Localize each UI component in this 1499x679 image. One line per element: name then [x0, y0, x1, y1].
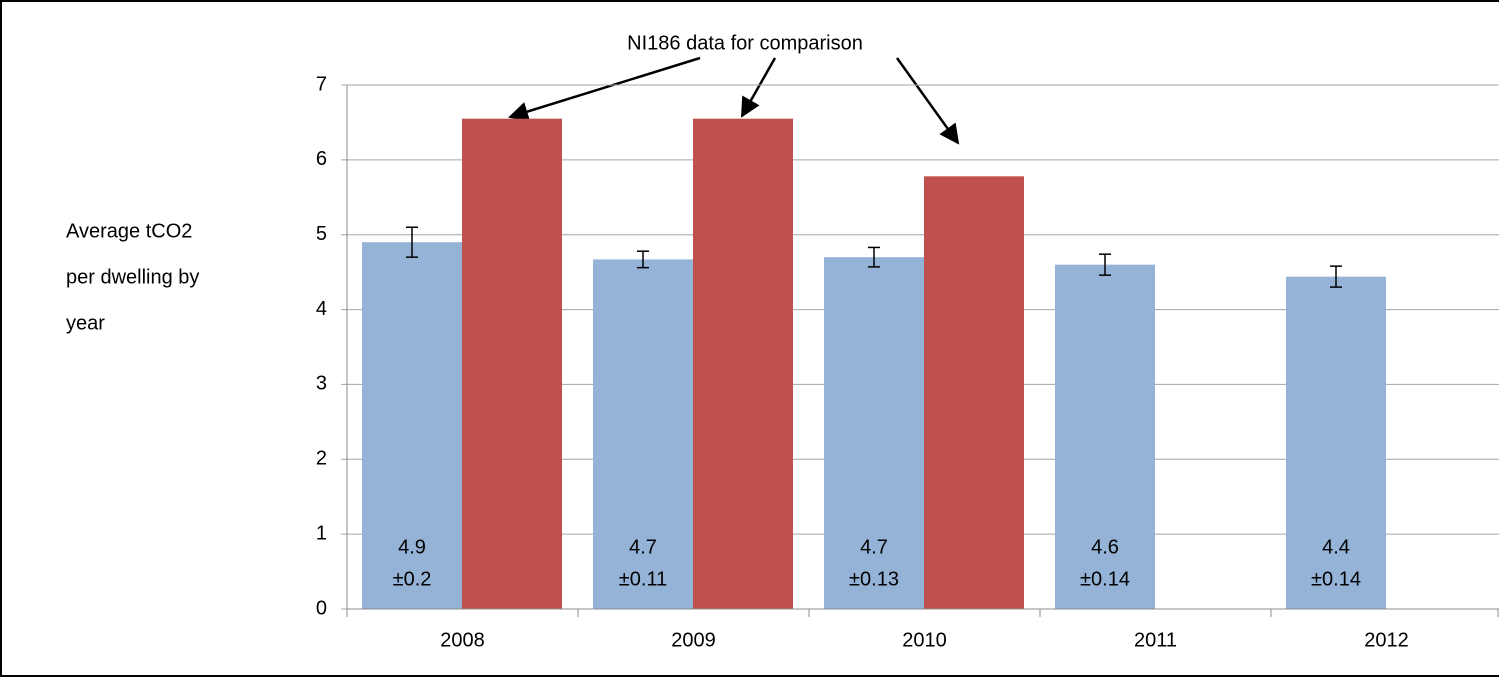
error-bar: [637, 250, 649, 269]
x-tick-label: 2009: [671, 629, 716, 651]
error-label: ±0.14: [1080, 568, 1130, 590]
bar: [1286, 276, 1386, 609]
y-tick-label: 3: [316, 373, 327, 395]
bar: [462, 118, 562, 609]
x-tick-label: 2012: [1364, 629, 1409, 651]
y-axis-label: year: [66, 312, 105, 334]
x-tick-label: 2011: [1134, 629, 1177, 651]
error-bar: [1099, 253, 1111, 276]
x-tick-label: 2008: [440, 629, 485, 651]
error-label: ±0.13: [849, 568, 899, 590]
y-tick-label: 2: [316, 448, 327, 470]
arrow: [895, 57, 960, 145]
bar: [593, 259, 693, 609]
value-label: 4.7: [629, 536, 657, 558]
bar: [1055, 264, 1155, 609]
error-bar: [406, 226, 418, 258]
error-label: ±0.11: [619, 568, 667, 590]
y-axis-label: Average tCO2: [66, 220, 192, 242]
bar: [693, 118, 793, 609]
y-tick-label: 1: [316, 522, 327, 544]
y-axis-label: per dwelling by: [66, 266, 199, 288]
annotation: NI186 data for comparison: [627, 32, 863, 54]
arrow: [740, 57, 777, 118]
value-label: 4.9: [398, 536, 426, 558]
value-label: 4.7: [860, 536, 888, 558]
y-tick-label: 4: [316, 298, 327, 320]
x-tick-label: 2010: [902, 629, 947, 651]
arrow: [508, 56, 701, 122]
value-label: 4.6: [1091, 536, 1119, 558]
y-tick-label: 7: [316, 73, 327, 95]
error-label: ±0.2: [393, 568, 432, 590]
bar: [924, 176, 1024, 609]
error-label: ±0.14: [1311, 568, 1361, 590]
annotation-arrows: [508, 56, 960, 145]
value-label: 4.4: [1322, 536, 1350, 558]
error-bar: [868, 246, 880, 268]
y-tick-label: 6: [316, 148, 327, 170]
error-bar: [1330, 265, 1342, 288]
bar: [362, 242, 462, 609]
y-tick-label: 0: [316, 597, 327, 619]
bar: [824, 257, 924, 609]
y-tick-label: 5: [316, 223, 327, 245]
